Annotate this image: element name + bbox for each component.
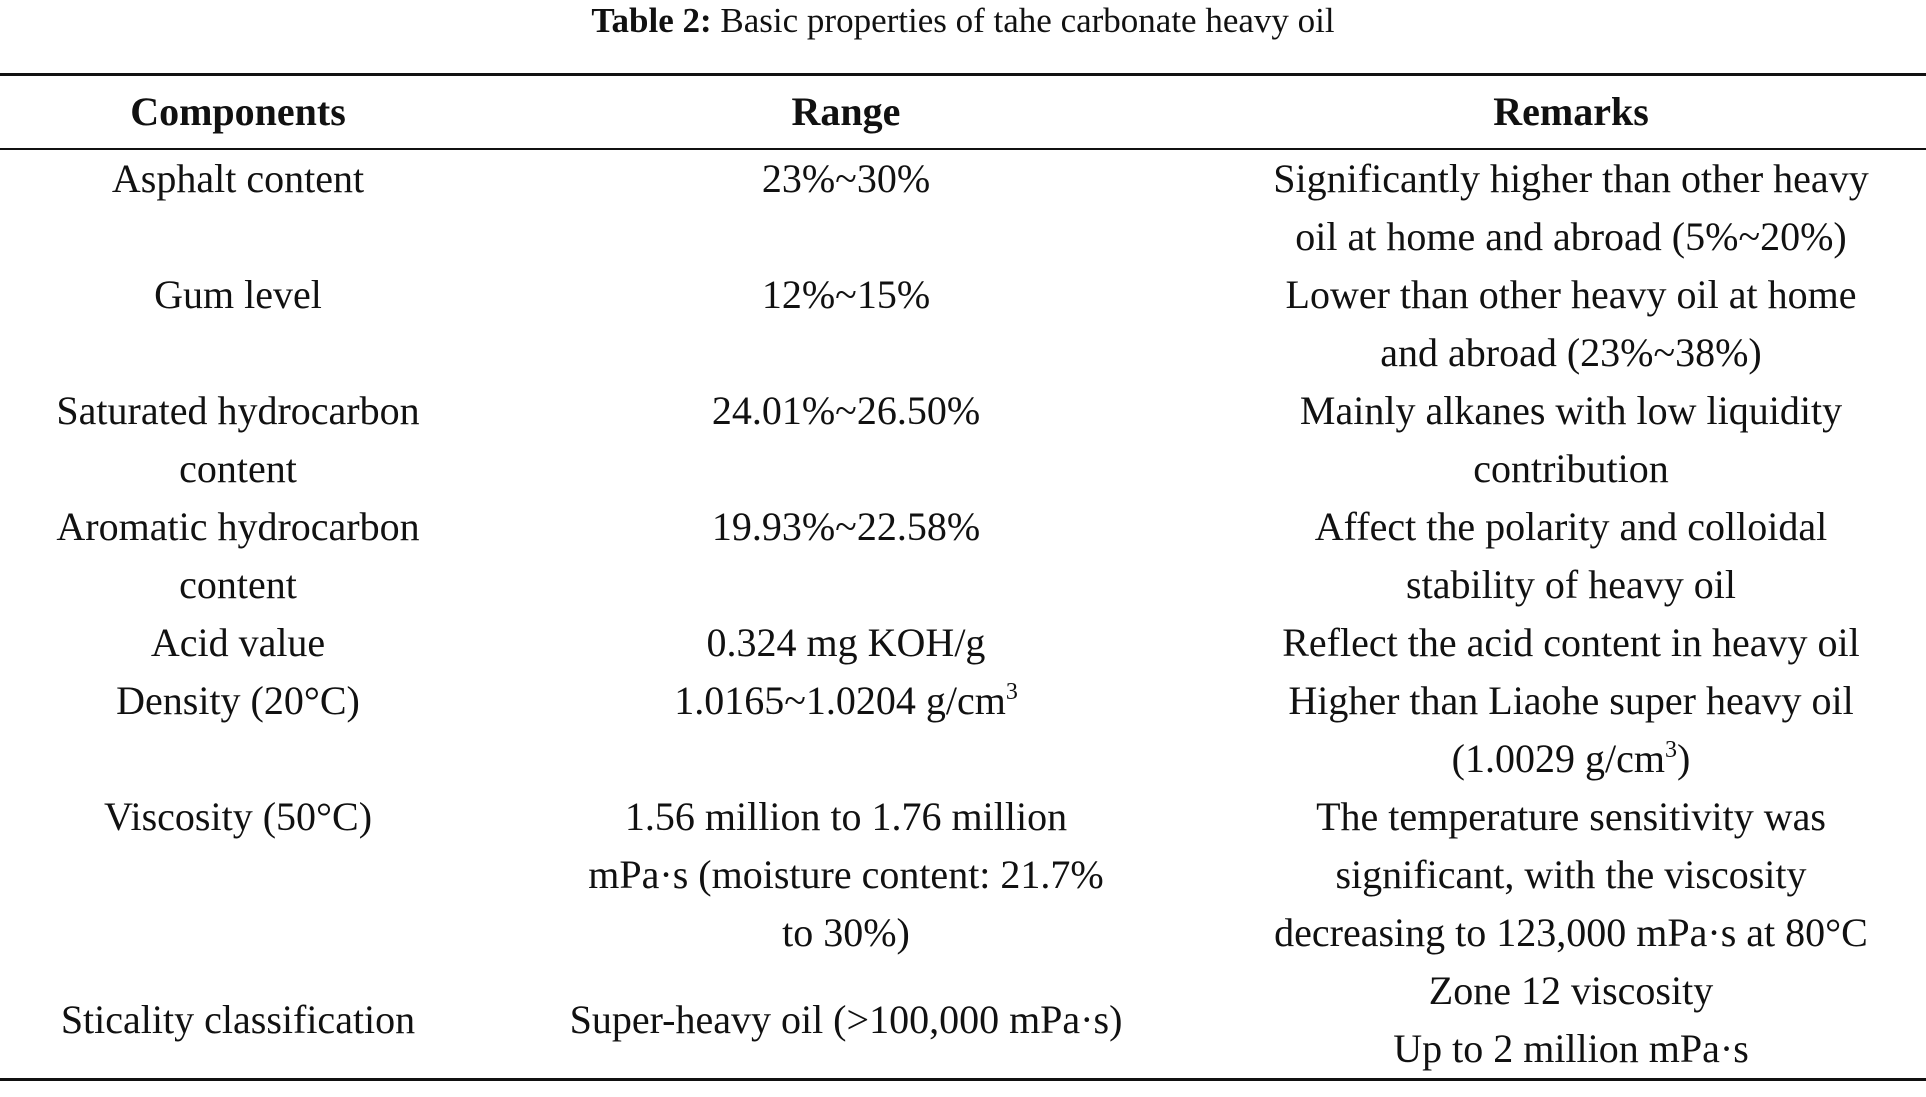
cell-line: 1.56 million to 1.76 million xyxy=(624,794,1068,839)
table-row: Aromatic hydrocarbon content 19.93%~22.5… xyxy=(0,498,1926,614)
cell-line: Saturated hydrocarbon xyxy=(56,388,420,433)
table-row: Saturated hydrocarbon content 24.01%~26.… xyxy=(0,382,1926,498)
cell-line: content xyxy=(179,446,297,491)
cell-line: Gum level xyxy=(154,272,322,317)
cell-line: 19.93%~22.58% xyxy=(711,504,981,549)
table-row: Asphalt content 23%~30% Significantly hi… xyxy=(0,149,1926,266)
range-cell: 1.0165~1.0204 g/cm3 xyxy=(476,672,1216,788)
component-cell: Asphalt content xyxy=(0,149,476,266)
cell-line: Higher than Liaohe super heavy oil xyxy=(1288,678,1854,723)
caption-label: Table 2: xyxy=(591,1,712,40)
properties-table: Components Range Remarks Asphalt content… xyxy=(0,73,1926,1081)
remarks-cell: Affect the polarity and colloidal stabil… xyxy=(1216,498,1926,614)
cell-line: Acid value xyxy=(150,620,326,665)
cell-line: 12%~15% xyxy=(761,272,931,317)
component-cell: Density (20°C) xyxy=(0,672,476,788)
table-container: Components Range Remarks Asphalt content… xyxy=(0,73,1926,1081)
range-cell: 24.01%~26.50% xyxy=(476,382,1216,498)
cell-line: Affect the polarity and colloidal xyxy=(1314,504,1828,549)
cell-text: ) xyxy=(1676,736,1691,781)
component-cell: Gum level xyxy=(0,266,476,382)
cell-line: oil at home and abroad (5%~20%) xyxy=(1295,214,1847,259)
cell-line: content xyxy=(179,562,297,607)
caption-text: Basic properties of tahe carbonate heavy… xyxy=(720,1,1335,40)
range-cell: 23%~30% xyxy=(476,149,1216,266)
cell-line: significant, with the viscosity xyxy=(1335,852,1807,897)
range-cell: 12%~15% xyxy=(476,266,1216,382)
cell-line: (1.0029 g/cm3) xyxy=(1220,730,1922,788)
cell-line: and abroad (23%~38%) xyxy=(1380,330,1762,375)
cell-line: Viscosity (50°C) xyxy=(103,794,373,839)
remarks-cell: Lower than other heavy oil at home and a… xyxy=(1216,266,1926,382)
remarks-cell: Significantly higher than other heavy oi… xyxy=(1216,149,1926,266)
component-cell: Aromatic hydrocarbon content xyxy=(0,498,476,614)
table-caption: Table 2: Basic properties of tahe carbon… xyxy=(0,0,1926,42)
cell-line: Reflect the acid content in heavy oil xyxy=(1282,620,1860,665)
cell-line: Super-heavy oil (>100,000 mPa·s) xyxy=(569,997,1123,1042)
range-cell: 1.56 million to 1.76 million mPa·s (mois… xyxy=(476,788,1216,962)
remarks-cell: Mainly alkanes with low liquidity contri… xyxy=(1216,382,1926,498)
table-row: Density (20°C) 1.0165~1.0204 g/cm3 Highe… xyxy=(0,672,1926,788)
superscript: 3 xyxy=(1664,737,1677,763)
table-row: Viscosity (50°C) 1.56 million to 1.76 mi… xyxy=(0,788,1926,962)
header-remarks: Remarks xyxy=(1493,89,1649,134)
component-cell: Saturated hydrocarbon content xyxy=(0,382,476,498)
component-cell: Acid value xyxy=(0,614,476,672)
superscript: 3 xyxy=(1005,679,1018,705)
cell-line: Significantly higher than other heavy xyxy=(1273,156,1869,201)
cell-text: 1.0165~1.0204 g/cm xyxy=(674,678,1006,723)
table-row: Gum level 12%~15% Lower than other heavy… xyxy=(0,266,1926,382)
cell-line: Sticality classification xyxy=(60,997,416,1042)
cell-line: 24.01%~26.50% xyxy=(711,388,981,433)
table-row: Acid value 0.324 mg KOH/g Reflect the ac… xyxy=(0,614,1926,672)
cell-line: The temperature sensitivity was xyxy=(1316,794,1826,839)
header-range: Range xyxy=(791,89,901,134)
range-cell: Super-heavy oil (>100,000 mPa·s) xyxy=(476,962,1216,1080)
component-cell: Viscosity (50°C) xyxy=(0,788,476,962)
header-components: Components xyxy=(130,89,346,134)
cell-line: Density (20°C) xyxy=(116,678,360,723)
header-row: Components Range Remarks xyxy=(0,74,1926,149)
cell-line: to 30%) xyxy=(782,910,910,955)
cell-text: (1.0029 g/cm xyxy=(1451,736,1665,781)
cell-line: Aromatic hydrocarbon xyxy=(56,504,420,549)
range-cell: 19.93%~22.58% xyxy=(476,498,1216,614)
cell-line: Asphalt content xyxy=(111,156,365,201)
remarks-cell: The temperature sensitivity was signific… xyxy=(1216,788,1926,962)
cell-line: mPa·s (moisture content: 21.7% xyxy=(588,852,1104,897)
cell-line: Up to 2 million mPa·s xyxy=(1393,1026,1749,1071)
remarks-cell: Zone 12 viscosity Up to 2 million mPa·s xyxy=(1216,962,1926,1080)
cell-line: Lower than other heavy oil at home xyxy=(1285,272,1857,317)
component-cell: Sticality classification xyxy=(0,962,476,1080)
cell-line: 1.0165~1.0204 g/cm3 xyxy=(480,672,1212,730)
range-cell: 0.324 mg KOH/g xyxy=(476,614,1216,672)
remarks-cell: Higher than Liaohe super heavy oil (1.00… xyxy=(1216,672,1926,788)
cell-line: 23%~30% xyxy=(761,156,931,201)
cell-line: 0.324 mg KOH/g xyxy=(706,620,986,665)
cell-line: decreasing to 123,000 mPa·s at 80°C xyxy=(1274,910,1868,955)
cell-line: stability of heavy oil xyxy=(1406,562,1736,607)
cell-line: Zone 12 viscosity xyxy=(1428,968,1714,1013)
cell-line: Mainly alkanes with low liquidity xyxy=(1299,388,1843,433)
remarks-cell: Reflect the acid content in heavy oil xyxy=(1216,614,1926,672)
cell-line: contribution xyxy=(1473,446,1669,491)
table-row: Sticality classification Super-heavy oil… xyxy=(0,962,1926,1080)
